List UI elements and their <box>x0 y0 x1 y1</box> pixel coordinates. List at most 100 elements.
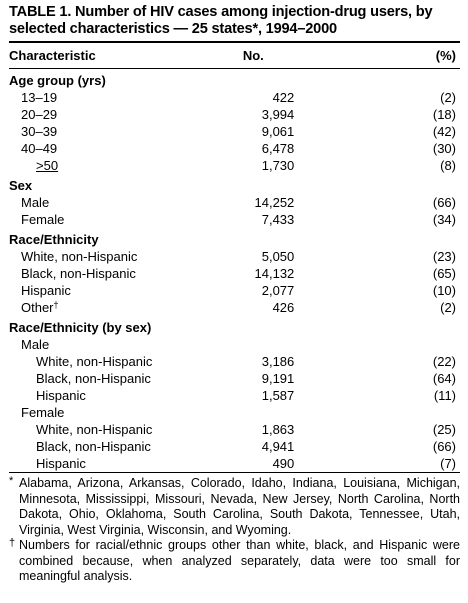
table-bottom-rule <box>9 472 460 473</box>
row-no: 14,252 <box>254 195 295 210</box>
row-label: Female <box>21 212 65 227</box>
footnote-states: * Alabama, Arizona, Arkansas, Colorado, … <box>9 475 460 538</box>
row-no: 1,863 <box>261 422 295 437</box>
row-label: 40–49 <box>21 141 58 156</box>
dagger-footnote-mark: † <box>53 300 59 310</box>
row-pct: (8) <box>440 158 456 173</box>
row-no: 7,433 <box>261 212 295 227</box>
section-label: Race/Ethnicity <box>9 232 99 247</box>
table-row: 30–39 9,061 (42) <box>9 123 460 140</box>
row-label: 30–39 <box>21 124 58 139</box>
row-pct: (64) <box>432 371 456 386</box>
table-row: White, non-Hispanic 3,186 (22) <box>9 353 460 370</box>
row-no: 14,132 <box>254 266 295 281</box>
row-pct: (7) <box>440 456 456 471</box>
row-label: Black, non-Hispanic <box>36 371 151 386</box>
table-row: 20–29 3,994 (18) <box>9 106 460 123</box>
row-label: Hispanic <box>21 283 71 298</box>
row-no: 426 <box>272 300 295 315</box>
row-label: Hispanic <box>36 388 86 403</box>
title-rule <box>9 41 460 43</box>
header-rule <box>9 68 460 69</box>
row-no: 5,050 <box>261 249 295 264</box>
row-no: 1,730 <box>261 158 295 173</box>
row-pct: (66) <box>432 195 456 210</box>
data-table: Characteristic No. (%) Age group (yrs) 1… <box>9 43 460 473</box>
row-pct: (22) <box>432 354 456 369</box>
row-pct: (10) <box>432 283 456 298</box>
section-label: Sex <box>9 178 33 193</box>
table-row: Black, non-Hispanic 4,941 (66) <box>9 438 460 455</box>
section-heading-sex: Sex <box>9 174 460 194</box>
footnote-text: Alabama, Arizona, Arkansas, Colorado, Id… <box>19 476 460 537</box>
table-row: White, non-Hispanic 5,050 (23) <box>9 248 460 265</box>
row-label: Black, non-Hispanic <box>21 266 136 281</box>
row-pct: (66) <box>432 439 456 454</box>
row-label: Black, non-Hispanic <box>36 439 151 454</box>
table-row: Black, non-Hispanic 14,132 (65) <box>9 265 460 282</box>
row-pct: (42) <box>432 124 456 139</box>
section-heading-race-by-sex: Race/Ethnicity (by sex) <box>9 316 460 336</box>
row-no: 490 <box>272 456 295 471</box>
dagger-footnote-mark: † <box>9 537 16 549</box>
row-no: 9,061 <box>261 124 295 139</box>
row-label-text: >50 <box>36 158 59 173</box>
subgroup-label: Male <box>21 337 50 352</box>
section-label: Race/Ethnicity (by sex) <box>9 320 152 335</box>
row-no: 3,994 <box>261 107 295 122</box>
table-row: White, non-Hispanic 1,863 (25) <box>9 421 460 438</box>
header-no: No. <box>242 48 264 63</box>
row-pct: (18) <box>432 107 456 122</box>
table-row: Hispanic 490 (7) <box>9 455 460 473</box>
row-label: White, non-Hispanic <box>36 354 153 369</box>
row-no: 3,186 <box>261 354 295 369</box>
row-pct: (23) <box>432 249 456 264</box>
row-pct: (2) <box>440 90 456 105</box>
table-row: 40–49 6,478 (30) <box>9 140 460 157</box>
table-row: 13–19 422 (2) <box>9 89 460 106</box>
table-title: TABLE 1. Number of HIV cases among injec… <box>9 4 433 37</box>
row-label: White, non-Hispanic <box>21 249 138 264</box>
row-label-text: Other <box>21 300 54 315</box>
row-no: 422 <box>272 90 295 105</box>
row-pct: (30) <box>432 141 456 156</box>
row-pct: (25) <box>432 422 456 437</box>
subgroup-row-female: Female <box>9 404 460 421</box>
row-no: 4,941 <box>261 439 295 454</box>
row-pct: (34) <box>432 212 456 227</box>
table-row: Hispanic 1,587 (11) <box>9 387 460 404</box>
section-heading-race: Race/Ethnicity <box>9 228 460 248</box>
row-no: 6,478 <box>261 141 295 156</box>
table-row: Male 14,252 (66) <box>9 194 460 211</box>
row-label: 13–19 <box>21 90 58 105</box>
asterisk-footnote-mark: * <box>9 475 14 487</box>
row-no: 9,191 <box>261 371 295 386</box>
footnote-other: † Numbers for racial/ethnic groups other… <box>9 537 460 585</box>
row-label: White, non-Hispanic <box>36 422 153 437</box>
header-pct: (%) <box>435 48 456 63</box>
row-label: 20–29 <box>21 107 58 122</box>
footnotes: * Alabama, Arizona, Arkansas, Colorado, … <box>9 475 460 585</box>
row-no: 1,587 <box>261 388 295 403</box>
table-row: Hispanic 2,077 (10) <box>9 282 460 299</box>
row-pct: (65) <box>432 266 456 281</box>
table-row: Black, non-Hispanic 9,191 (64) <box>9 370 460 387</box>
footnote-text: Numbers for racial/ethnic groups other t… <box>19 538 460 583</box>
section-heading-age: Age group (yrs) <box>9 69 460 89</box>
table-row: Other† 426 (2) <box>9 299 460 316</box>
subgroup-row-male: Male <box>9 336 460 353</box>
subgroup-label: Female <box>21 405 65 420</box>
row-label: Other† <box>9 299 152 316</box>
table-row: Female 7,433 (34) <box>9 211 460 228</box>
header-characteristic: Characteristic <box>9 48 96 63</box>
row-pct: (11) <box>433 388 456 403</box>
row-label: Hispanic <box>36 456 86 471</box>
row-label: >50 <box>9 157 152 174</box>
section-label: Age group (yrs) <box>9 73 106 88</box>
table-row: >50 1,730 (8) <box>9 157 460 174</box>
row-no: 2,077 <box>261 283 295 298</box>
row-pct: (2) <box>440 300 456 315</box>
row-label: Male <box>21 195 50 210</box>
header-row: Characteristic No. (%) <box>9 43 460 69</box>
